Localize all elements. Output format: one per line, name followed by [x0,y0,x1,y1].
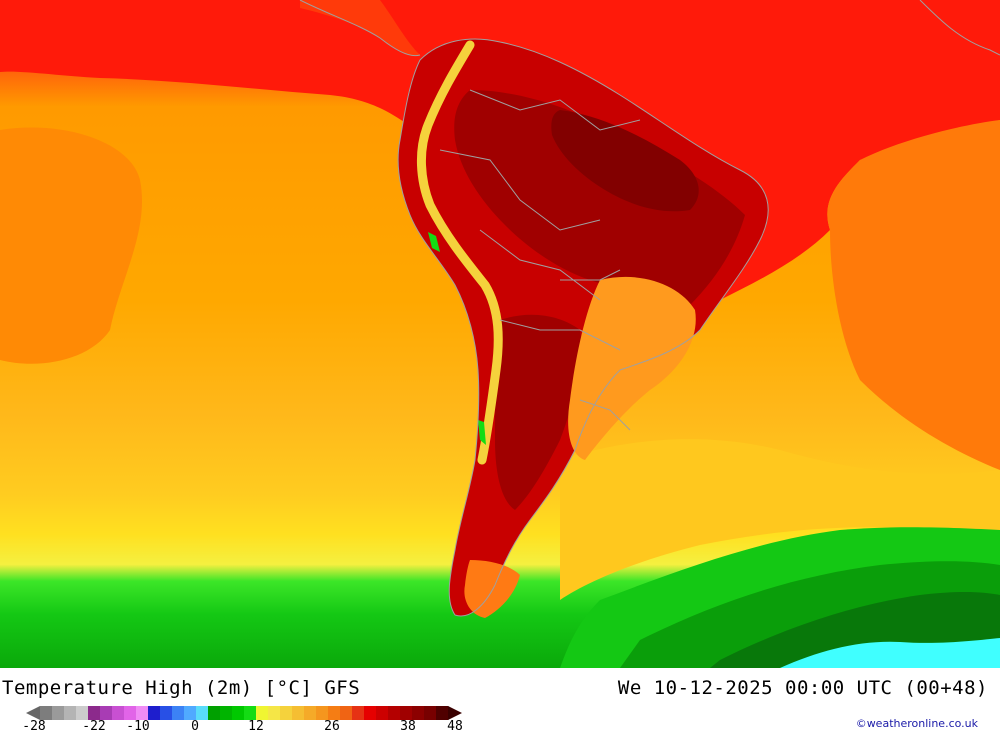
map-datetime: We 10-12-2025 00:00 UTC (00+48) [617,677,988,699]
andes-green-patch-1 [428,232,440,252]
andes-green-patch-2 [478,420,486,445]
country-borders [299,0,1000,617]
legend-swatch [40,706,53,720]
legend-swatch [292,706,305,720]
legend-swatch [244,706,257,720]
color-legend [26,706,462,720]
legend-tick-label: -22 [82,719,106,734]
legend-swatch [304,706,317,720]
legend-swatch [196,706,209,720]
legend-swatch [112,706,125,720]
legend-swatch [64,706,77,720]
legend-swatch [280,706,293,720]
amazon-hottest [551,110,699,212]
antarctic-cyan [780,638,1000,668]
legend-tick-label: 0 [191,719,199,734]
pampas-cooler [568,276,696,460]
south-atlantic-yellow [560,439,1000,600]
legend-swatch [100,706,113,720]
map-footer: Temperature High (2m) [°C] GFS We 10-12-… [0,668,1000,734]
patagonia-orange [464,560,520,618]
legend-swatch [184,706,197,720]
legend-swatch [136,706,149,720]
legend-swatch [436,706,449,720]
legend-swatch [160,706,173,720]
legend-swatch [364,706,377,720]
legend-tick-label: 12 [248,719,264,734]
legend-swatch [388,706,401,720]
pacific-orange [0,127,143,364]
legend-swatch [400,706,413,720]
legend-swatch [208,706,221,720]
legend-swatch [52,706,65,720]
legend-arrow-high [448,706,462,720]
legend-swatch [124,706,137,720]
credit-text: ©weatheronline.co.uk [855,717,978,730]
legend-swatch [76,706,89,720]
legend-swatch [352,706,365,720]
amazon-hotter [454,90,745,305]
legend-tick-label: -10 [126,719,150,734]
legend-swatch [340,706,353,720]
legend-swatch [412,706,425,720]
map-title: Temperature High (2m) [°C] GFS [2,677,361,699]
legend-swatch [328,706,341,720]
legend-swatch [232,706,245,720]
legend-swatch [172,706,185,720]
legend-swatch [220,706,233,720]
atlantic-orange [827,120,1000,470]
legend-arrow-low [26,706,40,720]
legend-swatch [268,706,281,720]
temperature-map [0,0,1000,668]
legend-swatch [88,706,101,720]
legend-tick-label: -28 [22,719,46,734]
legend-swatch [316,706,329,720]
chaco-hot [495,314,582,510]
legend-swatch [148,706,161,720]
legend-swatch [376,706,389,720]
legend-swatch [256,706,269,720]
legend-swatch [424,706,437,720]
legend-tick-label: 48 [447,719,463,734]
andes-yellow [417,40,503,465]
legend-tick-label: 38 [400,719,416,734]
legend-tick-label: 26 [324,719,340,734]
